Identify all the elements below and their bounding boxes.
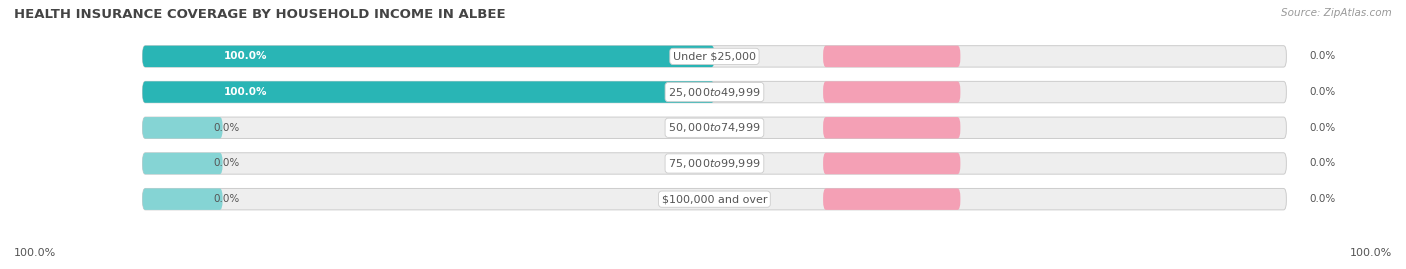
FancyBboxPatch shape — [823, 153, 960, 174]
FancyBboxPatch shape — [823, 117, 960, 139]
Text: 0.0%: 0.0% — [1309, 87, 1336, 97]
FancyBboxPatch shape — [142, 153, 1286, 174]
FancyBboxPatch shape — [142, 46, 1286, 67]
Text: 0.0%: 0.0% — [1309, 123, 1336, 133]
FancyBboxPatch shape — [823, 81, 960, 103]
Text: 0.0%: 0.0% — [214, 123, 240, 133]
Text: 0.0%: 0.0% — [214, 194, 240, 204]
FancyBboxPatch shape — [823, 189, 960, 210]
FancyBboxPatch shape — [142, 153, 222, 174]
Text: 0.0%: 0.0% — [214, 158, 240, 168]
Text: Source: ZipAtlas.com: Source: ZipAtlas.com — [1281, 8, 1392, 18]
FancyBboxPatch shape — [142, 189, 222, 210]
Text: 100.0%: 100.0% — [224, 87, 267, 97]
FancyBboxPatch shape — [142, 117, 222, 139]
Text: 100.0%: 100.0% — [14, 248, 56, 258]
FancyBboxPatch shape — [142, 117, 1286, 139]
Text: 100.0%: 100.0% — [1350, 248, 1392, 258]
Text: $100,000 and over: $100,000 and over — [662, 194, 768, 204]
FancyBboxPatch shape — [142, 46, 714, 67]
FancyBboxPatch shape — [142, 81, 1286, 103]
Text: 0.0%: 0.0% — [1309, 158, 1336, 168]
FancyBboxPatch shape — [142, 81, 714, 103]
Text: $25,000 to $49,999: $25,000 to $49,999 — [668, 86, 761, 98]
FancyBboxPatch shape — [823, 46, 960, 67]
Text: Under $25,000: Under $25,000 — [673, 51, 756, 61]
Text: 0.0%: 0.0% — [1309, 194, 1336, 204]
Text: $50,000 to $74,999: $50,000 to $74,999 — [668, 121, 761, 134]
Text: 0.0%: 0.0% — [1309, 51, 1336, 61]
FancyBboxPatch shape — [142, 189, 1286, 210]
Text: 100.0%: 100.0% — [224, 51, 267, 61]
Text: HEALTH INSURANCE COVERAGE BY HOUSEHOLD INCOME IN ALBEE: HEALTH INSURANCE COVERAGE BY HOUSEHOLD I… — [14, 8, 506, 21]
Text: $75,000 to $99,999: $75,000 to $99,999 — [668, 157, 761, 170]
